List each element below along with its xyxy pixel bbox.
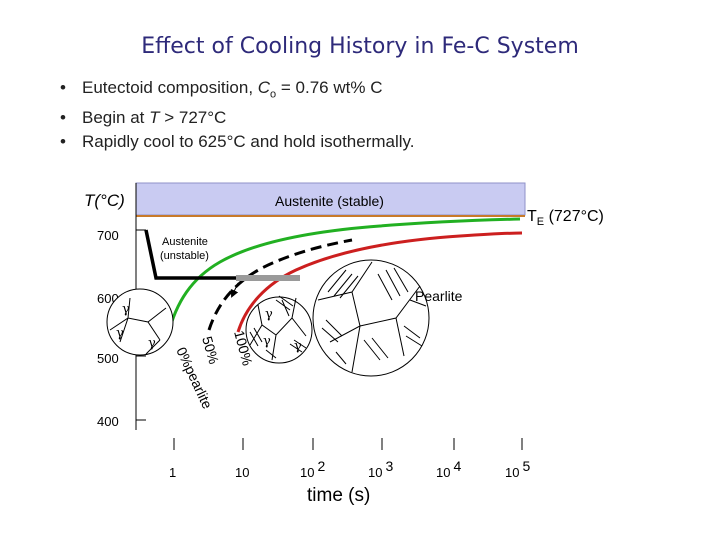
austenite-unstable-label: Austenite (unstable) xyxy=(160,236,211,262)
bullet-italic: C xyxy=(257,78,271,97)
x-tick-label: 10 xyxy=(235,465,249,480)
gamma-label: γ xyxy=(122,302,130,317)
te-sub: E xyxy=(537,216,544,228)
austenite-stable-region xyxy=(135,182,526,216)
x-tick-label: 10 2 xyxy=(300,458,325,480)
gamma-label: γ xyxy=(294,339,302,354)
x-ticks xyxy=(173,438,523,450)
x-tick-label: 10 3 xyxy=(368,458,393,480)
bullet-dot: • xyxy=(60,132,66,152)
x-tick-label: 10 4 xyxy=(436,458,461,480)
bullet-item: • Rapidly cool to 625°C and hold isotherm… xyxy=(60,130,415,154)
austenite-grain-circle xyxy=(106,288,174,356)
bullet-text-post: = 0.76 wt% C xyxy=(276,78,383,97)
y-tick-label: 700 xyxy=(97,228,119,243)
y-axis-label: T(°C) xyxy=(84,191,125,210)
bullet-text-pre: Eutectoid composition, xyxy=(82,78,258,97)
bullet-item: • Begin at T > 727°C xyxy=(60,106,415,130)
gamma-label: γ xyxy=(116,326,124,341)
gamma-label: γ xyxy=(265,307,273,322)
bullet-text-post: > 727°C xyxy=(159,108,227,128)
bullet-dot: • xyxy=(60,108,66,128)
pearlite-label: Pearlite xyxy=(415,288,463,304)
partial-pearlite-circle xyxy=(245,295,313,364)
x-tick-label: 10 5 xyxy=(505,458,530,480)
gamma-label: γ xyxy=(263,334,271,349)
curve-100-percent xyxy=(236,231,523,333)
pearlite-circle xyxy=(312,259,430,377)
hold-arrow xyxy=(230,282,239,298)
y-tick-label: 400 xyxy=(97,414,119,429)
x-axis-label: time (s) xyxy=(307,485,370,506)
bullet-italic: T xyxy=(149,108,160,128)
curve-50-percent xyxy=(207,238,353,331)
bullet-subscript: o xyxy=(270,88,277,101)
hold-segment-highlight xyxy=(236,275,300,281)
y-tick-label: 500 xyxy=(97,351,119,366)
bullet-text-pre: Rapidly cool to 625°C and hold isotherma… xyxy=(82,132,415,152)
eutectoid-line-label: TE (727°C) xyxy=(527,208,604,228)
curve-0-percent xyxy=(166,217,521,336)
bullet-item: • Eutectoid composition, Co = 0.76 wt% C xyxy=(60,76,415,106)
te-main: T xyxy=(527,208,537,225)
te-rest: (727°C) xyxy=(544,208,604,225)
austenite-stable-label: Austenite (stable) xyxy=(275,193,384,209)
curve-50-label: 50% xyxy=(199,334,222,365)
x-tick-label: 1 xyxy=(169,465,176,480)
bullet-text-pre: Begin at xyxy=(82,108,150,128)
gamma-label: γ xyxy=(148,336,156,351)
bullet-dot: • xyxy=(60,78,66,97)
bullet-list: • Eutectoid composition, Co = 0.76 wt% C … xyxy=(60,76,415,154)
slide-title: Effect of Cooling History in Fe-C System xyxy=(141,34,579,59)
